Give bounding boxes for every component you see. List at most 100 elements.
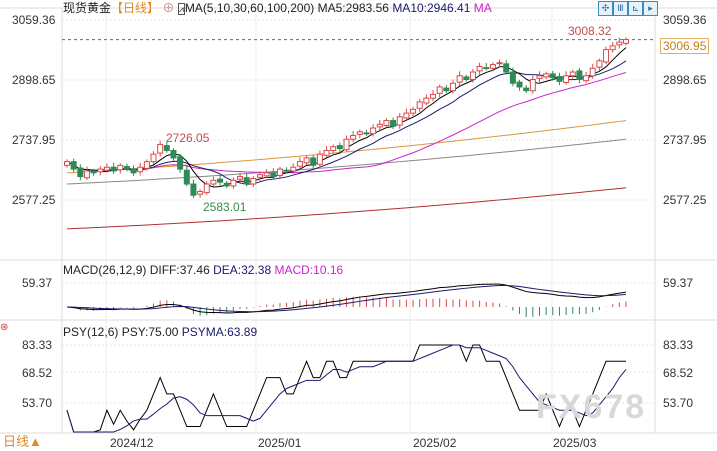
candle-body (103, 166, 110, 171)
candle-body (370, 127, 377, 135)
candle-body (609, 45, 616, 51)
y-tick-right: 2737.95 (663, 133, 707, 147)
candle-body (117, 164, 124, 171)
last-price-label: 3006.95 (660, 38, 710, 54)
candle-body (237, 176, 244, 180)
candle-body (276, 168, 283, 176)
candle-body (263, 172, 270, 177)
candle-body (230, 179, 237, 187)
candle-body (310, 157, 317, 166)
candle-body (403, 112, 410, 119)
psyma-value: PSYMA:63.89 (181, 325, 258, 339)
candle-body (516, 81, 523, 88)
candle-body (410, 108, 417, 114)
candle-body (576, 70, 583, 80)
settings-icon[interactable]: ⊕ (162, 1, 175, 15)
candle-body (509, 71, 516, 84)
dea-line (66, 284, 627, 313)
y-tick-right: 2577.25 (663, 193, 707, 207)
candle-body (489, 64, 496, 69)
candle-body (177, 156, 184, 170)
chart-type-button[interactable]: Ⅲ (613, 1, 628, 16)
candle-body (183, 169, 190, 185)
candle-body (396, 116, 403, 126)
x-tick: 2025/02 (413, 436, 457, 450)
macd-value: MACD:10.16 (274, 263, 344, 277)
candle-body (290, 166, 297, 172)
candle-body (170, 149, 177, 159)
candle-body (137, 166, 144, 173)
candle-body (583, 75, 590, 82)
candle-body (330, 146, 337, 151)
candle-body (150, 153, 157, 163)
candle-body (296, 161, 303, 167)
psy-legend: PSY(12,6) PSY:75.00 PSYMA:63.89 (63, 325, 257, 339)
macd-dea: DEA:32.38 (213, 263, 272, 277)
crosshair-button[interactable]: ✣ (598, 1, 613, 16)
candle-body (483, 67, 490, 70)
next-button[interactable]: ▸ (643, 1, 658, 16)
candle-body (217, 178, 224, 183)
candle-body (270, 172, 277, 178)
psyma-line (66, 344, 627, 433)
psy-tick: 83.33 (22, 338, 53, 352)
candle-body (563, 75, 570, 83)
candle-body (543, 73, 550, 78)
y-tick-right: 2898.65 (663, 73, 707, 87)
candle-body (163, 145, 170, 151)
candle-body (496, 62, 503, 65)
candle-body (456, 75, 463, 83)
y-tick: 2898.65 (12, 73, 56, 87)
candle-body (203, 183, 210, 194)
candle-body (77, 167, 84, 178)
chart-legend: 现货黄金【日线】 ⊕ ⩘MA(5,10,30,60,100,200) MA5:2… (63, 1, 492, 16)
candle-body (123, 165, 130, 170)
ma-label: MA(5,10,30,60,100,200) (184, 1, 315, 15)
candle-body (476, 65, 483, 72)
candle-body (90, 170, 97, 174)
candle-body (589, 67, 596, 77)
y-tick: 2737.95 (12, 133, 56, 147)
candle-body (436, 86, 443, 94)
psy-label: PSY(12,6) (63, 325, 119, 339)
psy-tick-right: 83.33 (663, 338, 694, 352)
candle-body (243, 177, 250, 185)
candle-body (190, 183, 197, 196)
candle-body (463, 76, 470, 80)
candle-body (416, 101, 423, 109)
period-toggle[interactable]: 日线▲ (3, 434, 42, 449)
y-tick-right: 3059.36 (663, 13, 707, 27)
ma-more: MA (473, 1, 492, 15)
candle-body (569, 71, 576, 77)
candle-body (97, 168, 104, 173)
candle-body (157, 143, 164, 154)
panel-target-icon[interactable]: ⊛ (0, 322, 9, 333)
psy-tick: 68.52 (22, 366, 53, 380)
ma30-line (66, 72, 627, 174)
candle-body (210, 179, 217, 185)
candle-body (197, 191, 204, 195)
indicator-icon[interactable]: ⩘ (177, 3, 185, 15)
candle-body (616, 41, 623, 46)
psy-line (66, 344, 626, 433)
candle-body (303, 157, 310, 164)
candle-body (529, 78, 536, 92)
candle-body (223, 182, 230, 187)
y-tick: 2577.25 (12, 193, 56, 207)
low-annotation: 2583.01 (203, 200, 247, 214)
candle-body (64, 161, 70, 166)
candle-body (70, 161, 77, 170)
macd-legend: MACD(26,12,9) DIFF:37.46 DEA:32.38 MACD:… (63, 263, 343, 277)
psy-value: PSY:75.00 (121, 325, 179, 339)
chart-mode-button[interactable]: ⊾ (628, 1, 643, 16)
x-tick: 2025/01 (258, 436, 302, 450)
candle-body (536, 75, 543, 79)
period-selector[interactable]: 【日线】 (111, 1, 160, 15)
ma10-line (66, 60, 627, 185)
candle-body (423, 97, 430, 104)
candle-body (316, 153, 323, 165)
watermark: FX678 (536, 388, 647, 426)
candle-body (143, 161, 150, 169)
psy-tick: 53.70 (22, 396, 53, 410)
